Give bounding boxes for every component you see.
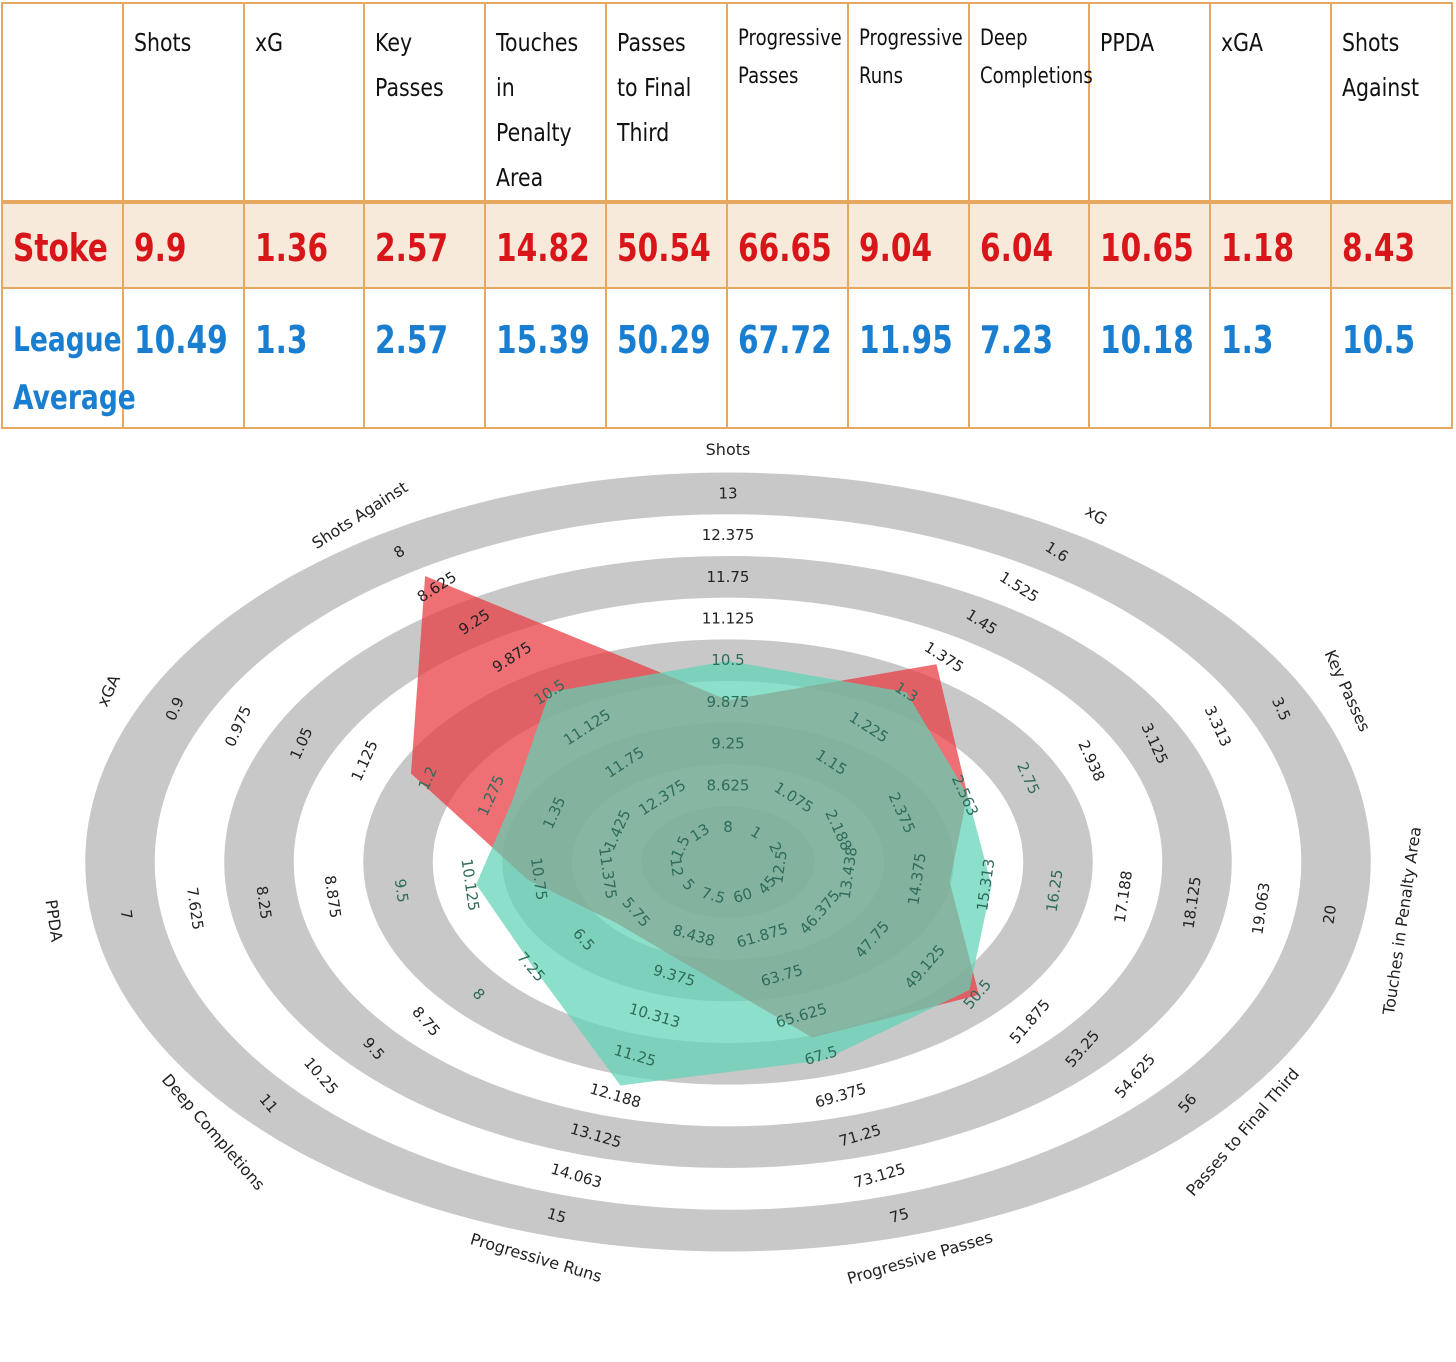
league-cell: 67.72 [725, 287, 849, 429]
stoke-cell: 8.43 [1330, 201, 1453, 289]
tick-label: 8.625 [707, 776, 750, 794]
stoke-cell: 1.18 [1209, 201, 1333, 289]
tick-label: 8.875 [321, 874, 345, 919]
stoke-cell: 14.82 [484, 201, 608, 289]
header-cell-deep-completions: Deep Completions [967, 2, 1092, 203]
tick-label: 20 [1320, 904, 1341, 925]
league-cell: 10.18 [1088, 287, 1212, 429]
axis-label: PPDA [42, 898, 67, 943]
tick-label: 10.75 [527, 856, 551, 901]
row-label-league-average: League Average [1, 287, 136, 429]
header-cell-touches: Touches in Penalty Area [484, 2, 608, 203]
tick-label: 9.5 [391, 878, 412, 904]
axis-label: xG [1082, 501, 1111, 529]
series-area-league-average [476, 660, 992, 1086]
stoke-cell: 6.04 [967, 201, 1091, 289]
header-cell-passes-final-third: Passes to Final Third [605, 2, 728, 203]
tick-label: 9.25 [711, 735, 744, 753]
stats-table: Shots xG Key Passes Touches in Penalty A… [1, 2, 1453, 429]
header-cell-ppda: PPDA [1088, 2, 1212, 203]
header-cell-shots: Shots [121, 2, 245, 203]
tick-label: 9.875 [707, 693, 750, 711]
stoke-cell: 66.65 [725, 201, 849, 289]
tick-label: 10.5 [711, 651, 744, 669]
tick-label: 15 [545, 1204, 568, 1227]
league-cell: 1.3 [242, 287, 366, 429]
league-cell: 10.49 [121, 287, 245, 429]
tick-label: 11.75 [707, 568, 750, 586]
tick-label: 12.5 [768, 849, 791, 885]
stoke-cell: 10.65 [1088, 201, 1212, 289]
tick-label: 8 [723, 818, 733, 836]
league-cell: 2.57 [363, 287, 487, 429]
tick-label: 12 [666, 856, 687, 877]
tick-label: 60 [731, 884, 754, 907]
stoke-cell: 2.57 [363, 201, 487, 289]
tick-label: 75 [888, 1204, 911, 1227]
stoke-cell: 1.36 [242, 201, 366, 289]
axis-label: xGA [93, 672, 124, 710]
table-row-league-average: League Average 10.49 1.3 2.57 15.39 50.2… [1, 287, 1453, 429]
header-cell-blank [1, 2, 124, 203]
tick-label: 11.125 [702, 610, 755, 628]
axis-label: Touches in Penalty Area [1379, 825, 1425, 1017]
tick-label: 12.375 [702, 526, 755, 544]
league-cell: 11.95 [846, 287, 970, 429]
league-cell: 7.23 [967, 287, 1091, 429]
tick-label: 8.25 [253, 885, 276, 921]
stoke-cell: 50.54 [605, 201, 728, 289]
axis-label: Key Passes [1321, 647, 1375, 735]
header-cell-xg: xG [242, 2, 366, 203]
radar-chart: 8 8.625 9.25 9.875 10.5 11.125 11.75 12.375 13 Sh… [42, 440, 1425, 1288]
league-cell: 15.39 [484, 287, 608, 429]
tick-label: 13 [718, 484, 737, 502]
header-cell-progressive-passes: Progressive Passes [725, 2, 849, 203]
header-cell-key-passes: Key Passes [363, 2, 487, 203]
header-cell-progressive-runs: Progressive Runs [846, 2, 970, 203]
tick-label: 7 [117, 908, 136, 920]
axis-label: Shots [706, 440, 751, 459]
row-label-stoke: Stoke [1, 201, 124, 289]
table-header-row: Shots xG Key Passes Touches in Penalty A… [1, 2, 1453, 203]
table-row-stoke: Stoke 9.9 1.36 2.57 14.82 50.54 66.65 9.… [1, 201, 1453, 289]
tick-label: 7.625 [183, 886, 207, 931]
header-cell-shots-against: Shots Against [1330, 2, 1453, 203]
league-cell: 10.5 [1330, 287, 1453, 429]
stoke-cell: 9.04 [846, 201, 970, 289]
header-cell-xga: xGA [1209, 2, 1333, 203]
league-cell: 50.29 [605, 287, 728, 429]
stoke-cell: 9.9 [121, 201, 245, 289]
tick-label: 16.25 [1043, 868, 1067, 913]
league-cell: 1.3 [1209, 287, 1333, 429]
